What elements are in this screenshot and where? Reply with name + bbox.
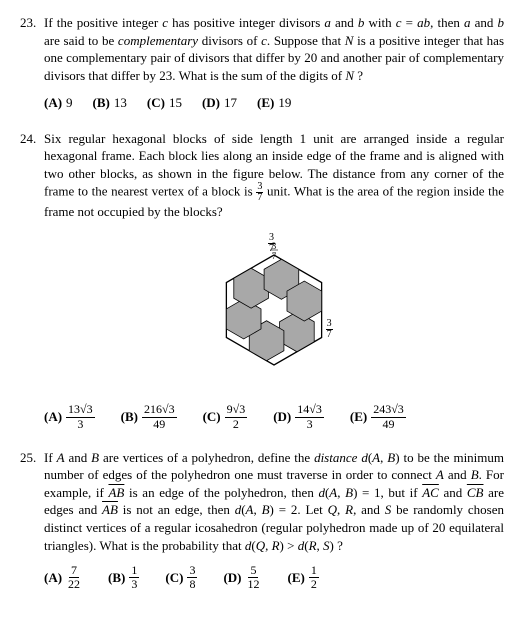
choice-value: 14√33 bbox=[295, 403, 324, 430]
choice-value: 15 bbox=[169, 94, 182, 112]
answer-choice: (E) 19 bbox=[257, 94, 291, 112]
answer-choice: (C) 15 bbox=[147, 94, 182, 112]
choice-value: 13√33 bbox=[66, 403, 95, 430]
choice-label: (C) bbox=[165, 569, 183, 587]
answer-choice: (E) 243√349 bbox=[350, 403, 406, 430]
answer-choice: (B) 13 bbox=[108, 564, 139, 591]
choice-label: (D) bbox=[223, 569, 241, 587]
problem-number: 24. bbox=[20, 130, 44, 431]
choice-label: (B) bbox=[121, 408, 138, 426]
choice-label: (C) bbox=[147, 94, 165, 112]
choice-value: 216√349 bbox=[142, 403, 177, 430]
problem-number: 23. bbox=[20, 14, 44, 112]
choice-value: 13 bbox=[129, 564, 139, 591]
problem-text: If A and B are vertices of a polyhedron,… bbox=[44, 449, 504, 554]
problem: 24. Six regular hexagonal blocks of side… bbox=[20, 130, 504, 431]
choice-label: (A) bbox=[44, 94, 62, 112]
choice-label: (B) bbox=[108, 569, 125, 587]
choice-label: (A) bbox=[44, 569, 62, 587]
answer-choices: (A) 722 (B) 13 (C) 38 (D) 512 (E) 12 bbox=[44, 564, 504, 591]
choice-value: 17 bbox=[224, 94, 237, 112]
answer-choice: (C) 38 bbox=[165, 564, 197, 591]
problem-body: If the positive integer c has positive i… bbox=[44, 14, 504, 112]
problem-text: If the positive integer c has positive i… bbox=[44, 14, 504, 84]
choice-label: (B) bbox=[93, 94, 110, 112]
choice-value: 38 bbox=[187, 564, 197, 591]
hex-figure: 37 bbox=[184, 235, 364, 385]
choice-value: 19 bbox=[278, 94, 291, 112]
problem-number: 25. bbox=[20, 449, 44, 592]
choice-label: (E) bbox=[287, 569, 304, 587]
answer-choice: (D) 14√33 bbox=[273, 403, 324, 430]
answer-choices: (A) 9 (B) 13 (C) 15 (D) 17 (E) 19 bbox=[44, 94, 504, 112]
choice-label: (D) bbox=[273, 408, 291, 426]
problem: 23. If the positive integer c has positi… bbox=[20, 14, 504, 112]
answer-choice: (A) 13√33 bbox=[44, 403, 95, 430]
choice-label: (E) bbox=[350, 408, 367, 426]
answer-choice: (E) 12 bbox=[287, 564, 318, 591]
problem-text: Six regular hexagonal blocks of side len… bbox=[44, 130, 504, 221]
choice-value: 722 bbox=[66, 564, 82, 591]
choice-label: (D) bbox=[202, 94, 220, 112]
answer-choice: (D) 512 bbox=[223, 564, 261, 591]
problem-figure: 37 37 37 bbox=[44, 235, 504, 390]
choice-value: 12 bbox=[309, 564, 319, 591]
answer-choices: (A) 13√33 (B) 216√349 (C) 9√32 (D) 14√33 (E)… bbox=[44, 403, 504, 430]
choice-label: (E) bbox=[257, 94, 274, 112]
answer-choice: (A) 9 bbox=[44, 94, 73, 112]
choice-value: 9√32 bbox=[225, 403, 248, 430]
problem: 25. If A and B are vertices of a polyhed… bbox=[20, 449, 504, 592]
answer-choice: (A) 722 bbox=[44, 564, 82, 591]
choice-label: (C) bbox=[203, 408, 221, 426]
choice-value: 512 bbox=[245, 564, 261, 591]
problem-body: Six regular hexagonal blocks of side len… bbox=[44, 130, 504, 431]
answer-choice: (C) 9√32 bbox=[203, 403, 248, 430]
choice-value: 13 bbox=[114, 94, 127, 112]
answer-choice: (B) 216√349 bbox=[121, 403, 177, 430]
problem-body: If A and B are vertices of a polyhedron,… bbox=[44, 449, 504, 592]
answer-choice: (D) 17 bbox=[202, 94, 237, 112]
choice-label: (A) bbox=[44, 408, 62, 426]
choice-value: 9 bbox=[66, 94, 73, 112]
choice-value: 243√349 bbox=[371, 403, 406, 430]
answer-choice: (B) 13 bbox=[93, 94, 127, 112]
